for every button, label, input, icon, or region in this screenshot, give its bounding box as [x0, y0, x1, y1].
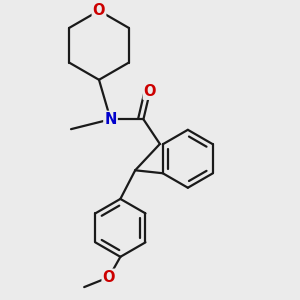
Text: O: O — [93, 3, 105, 18]
Text: N: N — [104, 112, 117, 127]
Text: O: O — [103, 270, 115, 285]
Text: O: O — [144, 84, 156, 99]
